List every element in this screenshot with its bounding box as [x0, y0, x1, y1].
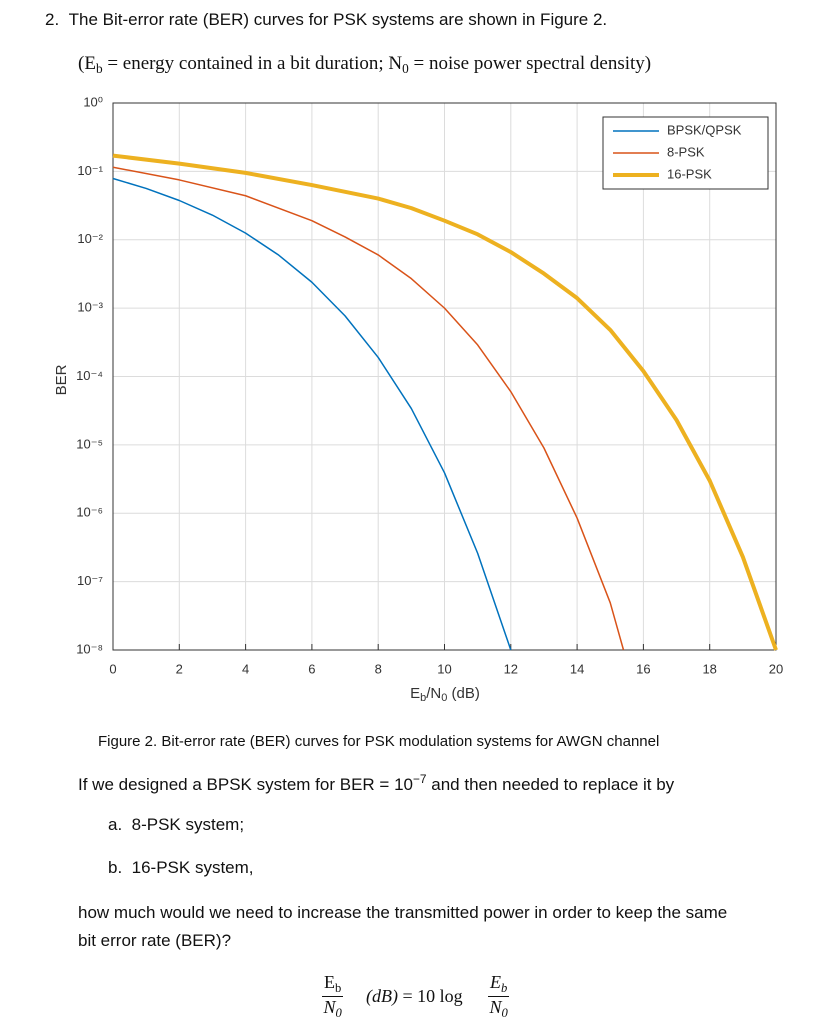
- y-tick-label: 10⁻³: [77, 300, 103, 315]
- x-tick-label: 16: [636, 661, 650, 676]
- formula-equals: = 10 log: [402, 986, 463, 1006]
- legend-label: BPSK/QPSK: [667, 122, 742, 137]
- x-label-sub: b: [420, 692, 426, 704]
- series-line: [112, 166, 625, 651]
- def-text: (E: [78, 53, 96, 74]
- x-tick-label: 2: [176, 661, 183, 676]
- x-label-part: (dB): [447, 685, 480, 702]
- prompt-power: 10: [394, 775, 413, 795]
- formula-middle: (dB) = 10 log: [366, 986, 463, 1007]
- option-label: a.: [108, 815, 123, 834]
- formula-symbol: E: [324, 972, 335, 992]
- legend-label: 16-PSK: [667, 166, 712, 181]
- y-tick-label: 10⁻⁴: [76, 368, 103, 383]
- caption: Figure 2. Bit-error rate (BER) curves fo…: [98, 733, 660, 750]
- def-sub: b: [95, 60, 103, 76]
- question: 2. The Bit-error rate (BER) curves for P…: [45, 10, 607, 30]
- y-tick-label: 10⁻²: [77, 231, 103, 246]
- formula-symbol: N: [489, 996, 502, 1017]
- y-axis-label: BER: [53, 364, 70, 395]
- x-tick-label: 6: [308, 661, 315, 676]
- x-tick-label: 18: [702, 661, 716, 676]
- option: a. 8-PSK system;: [108, 815, 244, 835]
- def-sub: 0: [402, 60, 409, 76]
- formula-sub: 0: [501, 1005, 508, 1020]
- fraction-denominator: N0: [323, 997, 341, 1021]
- question-text: The Bit-error rate (BER) curves for PSK …: [68, 10, 608, 29]
- y-tick-label: 10⁻⁸: [76, 641, 103, 656]
- formula-sub: b: [501, 980, 508, 995]
- prompt-text: If we designed a BPSK system for BER =: [78, 775, 395, 795]
- formula-fraction: Eb N0: [488, 972, 510, 1021]
- option-text: 8-PSK system;: [131, 815, 245, 834]
- series-line: [112, 153, 778, 651]
- x-label-part: /N: [426, 685, 441, 702]
- fraction-denominator: N0: [489, 997, 507, 1021]
- fraction-numerator: Eb: [488, 972, 510, 997]
- formula-symbol: E: [490, 972, 501, 992]
- chart: BER Eb/N0 (dB) 10⁰10⁻¹10⁻²10⁻³10⁻⁴10⁻⁵10…: [53, 94, 783, 704]
- y-tick-label: 10⁻¹: [77, 163, 103, 178]
- x-tick-label: 10: [437, 661, 451, 676]
- legend: BPSK/QPSK 8-PSK 16-PSK: [602, 116, 769, 190]
- def-text: = noise power spectral density): [408, 53, 652, 74]
- formula-symbol: N: [323, 996, 336, 1017]
- def-text: = energy contained in a bit duration; N: [102, 53, 403, 74]
- prompt: If we designed a BPSK system for BER = 1…: [78, 772, 674, 795]
- y-tick-label: 10⁻⁶: [76, 505, 103, 520]
- x-label-sub: 0: [441, 692, 447, 704]
- x-tick-label: 8: [375, 661, 382, 676]
- x-tick-label: 0: [109, 661, 116, 676]
- x-label-part: E: [410, 685, 420, 702]
- x-tick-label: 20: [769, 661, 783, 676]
- y-tick-label: 10⁻⁵: [76, 436, 103, 451]
- legend-label: 8-PSK: [667, 144, 705, 159]
- option: b. 16-PSK system,: [108, 858, 254, 878]
- plot-frame: [112, 102, 777, 651]
- formula-sub: 0: [335, 1005, 342, 1020]
- ask-line: how much would we need to increase the t…: [78, 903, 728, 922]
- definitions: (Eb = energy contained in a bit duration…: [78, 53, 651, 77]
- formula-fraction: Eb N0: [322, 972, 344, 1021]
- fraction-numerator: Eb: [322, 972, 344, 997]
- option-text: 16-PSK system,: [131, 858, 254, 877]
- x-tick-label: 12: [504, 661, 518, 676]
- y-tick-label: 10⁰: [83, 94, 103, 109]
- question-number: 2.: [45, 10, 60, 29]
- ask-line: bit error rate (BER)?: [78, 931, 232, 950]
- formula-sub: b: [335, 980, 342, 995]
- y-tick-label: 10⁻⁷: [77, 573, 103, 588]
- x-tick-label: 4: [242, 661, 249, 676]
- prompt-text: and then needed to replace it by: [426, 775, 675, 795]
- series-line: [112, 177, 512, 651]
- prompt-exponent: −7: [412, 772, 427, 786]
- formula-unit: (dB): [366, 986, 398, 1006]
- x-tick-label: 14: [570, 661, 584, 676]
- x-axis-label: Eb/N0 (dB): [410, 685, 480, 704]
- option-label: b.: [108, 858, 123, 877]
